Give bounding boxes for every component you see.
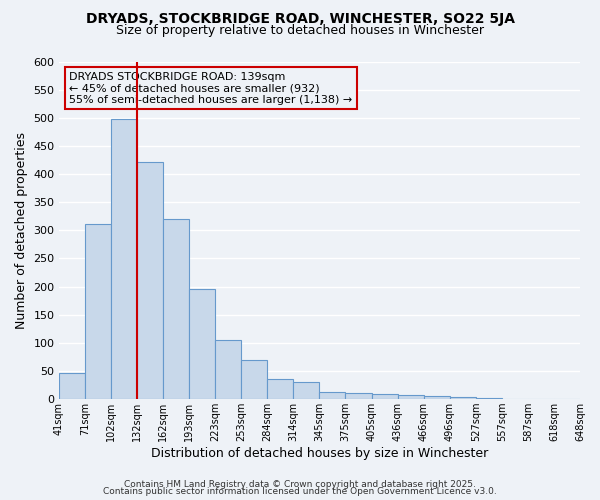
- Bar: [189, 290, 215, 399]
- Text: Size of property relative to detached houses in Winchester: Size of property relative to detached ho…: [116, 24, 484, 37]
- Bar: [450, 398, 476, 399]
- Bar: [241, 360, 268, 399]
- Bar: [293, 382, 319, 399]
- Text: Contains HM Land Registry data © Crown copyright and database right 2025.: Contains HM Land Registry data © Crown c…: [124, 480, 476, 489]
- Bar: [163, 219, 189, 399]
- Text: DRYADS, STOCKBRIDGE ROAD, WINCHESTER, SO22 5JA: DRYADS, STOCKBRIDGE ROAD, WINCHESTER, SO…: [86, 12, 515, 26]
- Bar: [371, 394, 398, 399]
- Bar: [137, 162, 163, 399]
- Bar: [215, 340, 241, 399]
- Y-axis label: Number of detached properties: Number of detached properties: [15, 132, 28, 329]
- Bar: [502, 398, 528, 399]
- Bar: [346, 393, 371, 399]
- Bar: [424, 396, 450, 399]
- Bar: [319, 392, 346, 399]
- Bar: [528, 398, 554, 399]
- Bar: [111, 120, 137, 399]
- Bar: [268, 380, 293, 399]
- Text: DRYADS STOCKBRIDGE ROAD: 139sqm
← 45% of detached houses are smaller (932)
55% o: DRYADS STOCKBRIDGE ROAD: 139sqm ← 45% of…: [69, 72, 353, 105]
- Bar: [554, 398, 580, 399]
- Bar: [85, 224, 111, 399]
- Bar: [476, 398, 502, 399]
- X-axis label: Distribution of detached houses by size in Winchester: Distribution of detached houses by size …: [151, 447, 488, 460]
- Text: Contains public sector information licensed under the Open Government Licence v3: Contains public sector information licen…: [103, 488, 497, 496]
- Bar: [398, 394, 424, 399]
- Bar: [59, 372, 85, 399]
